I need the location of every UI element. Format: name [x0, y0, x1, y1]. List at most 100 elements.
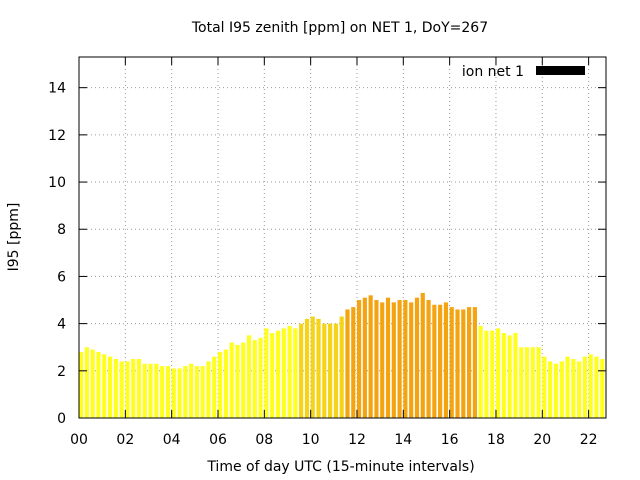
bar	[136, 359, 142, 418]
bar	[519, 347, 524, 418]
bar	[542, 356, 547, 418]
y-tick-label: 10	[48, 175, 66, 191]
bar	[275, 330, 281, 418]
bar	[432, 304, 437, 418]
x-tick-label: 20	[533, 432, 551, 448]
bar	[119, 361, 124, 418]
bar	[385, 297, 391, 418]
bar	[200, 366, 205, 418]
bar	[420, 292, 425, 418]
bar	[513, 333, 518, 418]
bar	[148, 363, 153, 418]
bar	[461, 309, 466, 418]
bar	[189, 363, 194, 418]
bar	[565, 356, 570, 418]
bar	[183, 366, 188, 418]
y-tick-label: 6	[57, 269, 66, 285]
bar	[194, 366, 199, 418]
bar	[177, 368, 182, 418]
y-tick-labels: 0 2 4 6 8 10 12 14	[48, 81, 66, 427]
bar	[217, 351, 223, 418]
bar	[113, 359, 118, 418]
bar	[316, 318, 321, 418]
bar	[472, 307, 477, 418]
bar	[246, 335, 252, 418]
bar	[530, 347, 535, 418]
x-tick-label: 04	[163, 432, 181, 448]
x-tick-label: 22	[580, 432, 598, 448]
legend-label: ion net 1	[462, 64, 524, 80]
bar	[438, 304, 443, 418]
bar	[467, 307, 472, 418]
bar	[252, 340, 257, 418]
bar	[391, 302, 396, 418]
bar	[79, 351, 84, 418]
bar	[484, 330, 489, 418]
bar	[142, 363, 147, 418]
ticks	[78, 57, 606, 419]
bar	[600, 359, 605, 418]
bars	[79, 292, 605, 418]
bar	[339, 316, 344, 418]
x-tick-label: 00	[70, 432, 88, 448]
y-tick-label: 4	[57, 317, 66, 333]
bar	[559, 361, 564, 418]
bar	[345, 309, 350, 418]
x-tick-label: 06	[209, 432, 227, 448]
bar	[455, 309, 460, 418]
x-axis-label: Time of day UTC (15-minute intervals)	[206, 459, 474, 475]
bar	[293, 328, 298, 418]
x-tick-label: 08	[255, 432, 273, 448]
bar	[449, 307, 454, 418]
bar	[96, 351, 101, 418]
bar	[490, 330, 495, 418]
bar	[165, 366, 171, 418]
bar	[212, 356, 217, 418]
bar	[409, 302, 414, 418]
legend: ion net 1	[462, 64, 585, 80]
chart-title: Total I95 zenith [ppm] on NET 1, DoY=267	[191, 20, 488, 36]
bar	[501, 333, 506, 418]
bar	[536, 347, 541, 418]
legend-swatch	[536, 66, 585, 75]
y-tick-label: 12	[48, 128, 66, 144]
x-tick-label: 18	[487, 432, 505, 448]
plot-frame	[78, 56, 607, 419]
x-tick-label: 02	[116, 432, 134, 448]
y-tick-label: 2	[57, 364, 66, 380]
bar	[577, 361, 582, 418]
bar	[322, 323, 327, 418]
bar	[351, 307, 356, 418]
x-tick-label: 10	[302, 432, 320, 448]
bar	[160, 366, 165, 418]
bar	[229, 342, 234, 418]
bar	[553, 363, 559, 418]
bar	[125, 361, 130, 418]
bar	[107, 356, 113, 418]
bar	[368, 295, 373, 418]
bar	[154, 363, 159, 418]
bar	[594, 356, 599, 418]
bar	[264, 328, 269, 418]
bar	[374, 300, 379, 418]
bar	[548, 361, 553, 418]
bar	[270, 333, 275, 418]
bar	[380, 302, 385, 418]
bar	[241, 342, 246, 418]
bar	[281, 328, 286, 418]
bar	[356, 300, 362, 418]
y-tick-label: 8	[57, 222, 66, 238]
bar	[397, 300, 402, 418]
bar	[524, 347, 530, 418]
bar	[258, 337, 263, 418]
y-axis-label: I95 [ppm]	[6, 203, 22, 272]
bar	[478, 325, 483, 418]
bar	[571, 359, 576, 418]
bar	[171, 368, 176, 418]
bar	[588, 354, 593, 418]
x-tick-label: 14	[394, 432, 412, 448]
bar	[333, 323, 338, 418]
x-tick-label: 12	[348, 432, 366, 448]
bar	[507, 335, 512, 418]
